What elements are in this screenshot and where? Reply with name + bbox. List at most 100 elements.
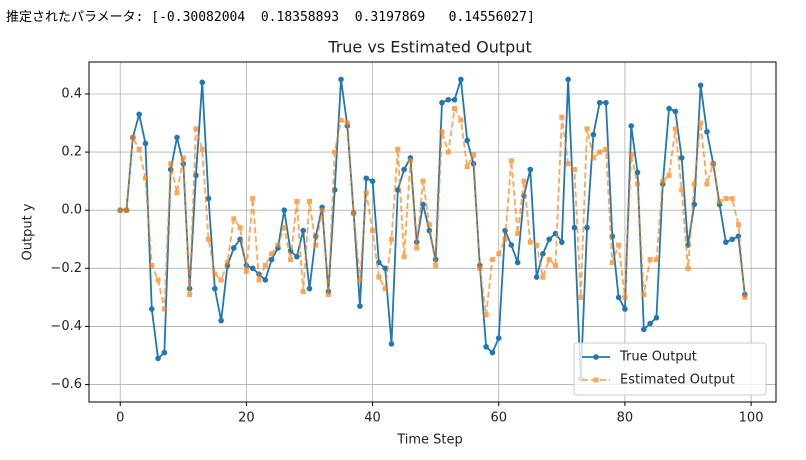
point: [174, 134, 180, 141]
point: [338, 76, 344, 83]
point: [351, 210, 357, 216]
point: [250, 196, 256, 202]
point: [180, 155, 186, 161]
point: [515, 230, 521, 236]
point: [653, 314, 660, 321]
point: [489, 257, 495, 263]
point: [187, 291, 193, 297]
point: [281, 207, 288, 214]
series: [117, 76, 748, 382]
point: [319, 207, 325, 213]
point: [483, 312, 489, 318]
point: [262, 262, 268, 268]
y-tick-label: 0.0: [61, 203, 82, 218]
point: [628, 123, 635, 129]
point: [527, 239, 533, 245]
series-line: [120, 79, 746, 379]
point: [445, 149, 451, 155]
point: [142, 175, 148, 181]
point: [597, 149, 603, 155]
point: [635, 181, 641, 187]
point: [199, 79, 206, 86]
point: [578, 294, 584, 300]
point: [376, 274, 382, 280]
point: [382, 286, 388, 292]
point: [584, 224, 590, 231]
point: [300, 289, 306, 295]
point: [565, 161, 571, 167]
point: [401, 254, 407, 260]
point: [622, 306, 628, 312]
point: [704, 181, 710, 187]
point: [553, 262, 559, 268]
point: [622, 294, 628, 300]
point: [420, 178, 426, 184]
point: [193, 126, 199, 132]
point: [300, 227, 306, 234]
legend-box: [573, 342, 767, 396]
point: [439, 99, 445, 106]
point: [660, 178, 666, 184]
point: [590, 155, 596, 161]
point: [729, 196, 735, 202]
x-axis-label: Time Step: [396, 433, 463, 448]
point: [338, 117, 344, 123]
point: [616, 242, 622, 248]
point: [458, 76, 464, 83]
point: [369, 178, 376, 184]
point: [426, 222, 432, 228]
point: [697, 82, 704, 89]
point: [370, 228, 376, 234]
point: [388, 341, 395, 347]
point: [148, 306, 155, 312]
point: [559, 114, 565, 120]
legend-marker: [593, 377, 599, 383]
point: [464, 137, 470, 144]
point: [294, 198, 300, 204]
y-axis-label: Output y: [21, 203, 36, 260]
point: [395, 187, 401, 193]
output-text: 推定されたパラメータ: [-0.30082004 0.18358893 0.31…: [6, 10, 535, 25]
point: [514, 259, 521, 266]
point: [559, 239, 565, 245]
point: [615, 294, 622, 301]
legend-label: Estimated Output: [620, 373, 735, 388]
point: [256, 277, 262, 283]
point: [502, 236, 508, 242]
point: [471, 152, 477, 158]
point: [679, 187, 685, 193]
point: [603, 146, 609, 152]
x-tick-label: 40: [364, 411, 381, 426]
point: [117, 207, 123, 213]
point: [136, 111, 142, 118]
point: [363, 175, 370, 182]
point: [218, 317, 224, 324]
point: [672, 108, 679, 115]
point: [742, 294, 748, 300]
point: [495, 335, 502, 341]
point: [723, 239, 729, 245]
x-tick-label: 60: [490, 411, 507, 426]
point: [332, 149, 338, 155]
point: [672, 126, 678, 132]
point: [357, 303, 363, 309]
point: [603, 99, 609, 106]
point: [546, 236, 553, 243]
point: [155, 355, 161, 362]
point: [224, 260, 230, 266]
point: [439, 129, 445, 135]
legend-item: [582, 377, 610, 383]
point: [452, 105, 458, 111]
point: [729, 236, 735, 243]
point: [325, 291, 331, 297]
point: [596, 99, 603, 106]
point: [294, 253, 300, 260]
point: [155, 277, 161, 283]
point: [590, 131, 597, 138]
point: [231, 216, 237, 222]
point: [344, 120, 350, 126]
plot-frame: [88, 61, 777, 403]
point: [281, 225, 287, 231]
point: [723, 196, 729, 202]
